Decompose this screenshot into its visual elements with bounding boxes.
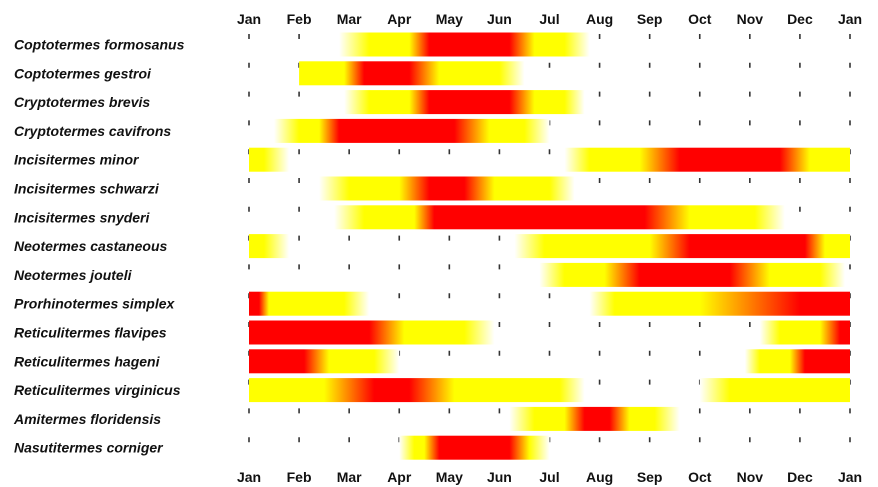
species-label-amitermes-floridensis: Amitermes floridensis	[13, 411, 161, 427]
month-label-bottom: Nov	[737, 469, 764, 485]
month-label-bottom: Jan	[838, 469, 862, 485]
month-label-bottom: Aug	[586, 469, 613, 485]
species-label-reticulitermes-virginicus: Reticulitermes virginicus	[14, 382, 181, 398]
species-label-reticulitermes-flavipes: Reticulitermes flavipes	[14, 325, 167, 341]
season-bar-prorhinotermes-simplex	[249, 291, 370, 316]
month-label-bottom: Feb	[287, 469, 312, 485]
species-label-incisitermes-snyderi: Incisitermes snyderi	[14, 209, 151, 225]
season-bar-reticulitermes-hageni	[249, 349, 400, 374]
month-label-bottom: May	[436, 469, 463, 485]
month-label-bottom: Oct	[688, 469, 712, 485]
species-label-incisitermes-minor: Incisitermes minor	[14, 152, 140, 168]
season-bar-cryptotermes-cavifrons	[274, 118, 550, 143]
species-label-nasutitermes-corniger: Nasutitermes corniger	[14, 440, 164, 456]
season-bar-incisitermes-snyderi	[334, 205, 785, 230]
month-label-top: Aug	[586, 11, 613, 27]
species-label-prorhinotermes-simplex: Prorhinotermes simplex	[14, 296, 175, 312]
month-label-top: Dec	[787, 11, 813, 27]
month-label-top: May	[436, 11, 463, 27]
month-label-top: Jun	[487, 11, 512, 27]
month-label-bottom: Jul	[539, 469, 559, 485]
season-bar-neotermes-castaneous	[249, 234, 290, 259]
month-axis-top: Jan Feb Mar Apr May Jun Jul Aug Sep Oct Nov Dec Jan	[237, 11, 862, 27]
species-label-neotermes-jouteli: Neotermes jouteli	[14, 267, 133, 283]
season-bar-coptotermes-formosanus	[339, 32, 590, 57]
season-bar-incisitermes-minor	[564, 147, 850, 172]
season-bar-reticulitermes-hageni	[744, 349, 850, 374]
season-bar-prorhinotermes-simplex	[589, 291, 850, 316]
species-labels: Coptotermes formosanus Coptotermes gestro…	[13, 37, 185, 456]
season-bar-reticulitermes-flavipes	[249, 320, 495, 345]
month-label-top: Jul	[539, 11, 559, 27]
month-label-top: Apr	[387, 11, 412, 27]
month-label-top: Jan	[237, 11, 261, 27]
month-label-bottom: Apr	[387, 469, 412, 485]
species-label-cryptotermes-brevis: Cryptotermes brevis	[14, 94, 150, 110]
month-label-top: Mar	[337, 11, 362, 27]
month-label-top: Oct	[688, 11, 712, 27]
month-label-top: Nov	[737, 11, 764, 27]
season-bar-incisitermes-minor	[249, 147, 290, 172]
month-axis-bottom: Jan Feb Mar Apr May Jun Jul Aug Sep Oct Nov Dec Jan	[237, 469, 862, 485]
season-bar-incisitermes-schwarzi	[319, 176, 575, 201]
species-label-incisitermes-schwarzi: Incisitermes schwarzi	[14, 181, 160, 197]
species-label-coptotermes-formosanus: Coptotermes formosanus	[14, 37, 185, 53]
species-label-neotermes-castaneous: Neotermes castaneous	[14, 238, 168, 254]
species-label-coptotermes-gestroi: Coptotermes gestroi	[14, 65, 152, 81]
month-label-bottom: Jun	[487, 469, 512, 485]
season-bar-reticulitermes-virginicus	[699, 378, 850, 403]
month-label-top: Sep	[637, 11, 663, 27]
month-label-bottom: Sep	[637, 469, 663, 485]
season-bar-coptotermes-gestroi	[299, 61, 525, 86]
species-label-cryptotermes-cavifrons: Cryptotermes cavifrons	[14, 123, 171, 139]
month-label-bottom: Jan	[237, 469, 261, 485]
month-label-top: Feb	[287, 11, 312, 27]
month-label-bottom: Mar	[337, 469, 362, 485]
season-bar-reticulitermes-flavipes	[759, 320, 850, 345]
season-bar-neotermes-castaneous	[514, 234, 850, 259]
season-bar-nasutitermes-corniger	[399, 435, 550, 460]
season-bar-cryptotermes-brevis	[344, 90, 585, 115]
species-label-reticulitermes-hageni: Reticulitermes hageni	[14, 353, 161, 369]
season-bar-neotermes-jouteli	[539, 262, 845, 287]
month-label-top: Jan	[838, 11, 862, 27]
month-label-bottom: Dec	[787, 469, 813, 485]
season-bar-amitermes-floridensis	[509, 406, 680, 431]
season-bars	[249, 32, 850, 460]
season-bar-reticulitermes-virginicus	[249, 378, 585, 403]
